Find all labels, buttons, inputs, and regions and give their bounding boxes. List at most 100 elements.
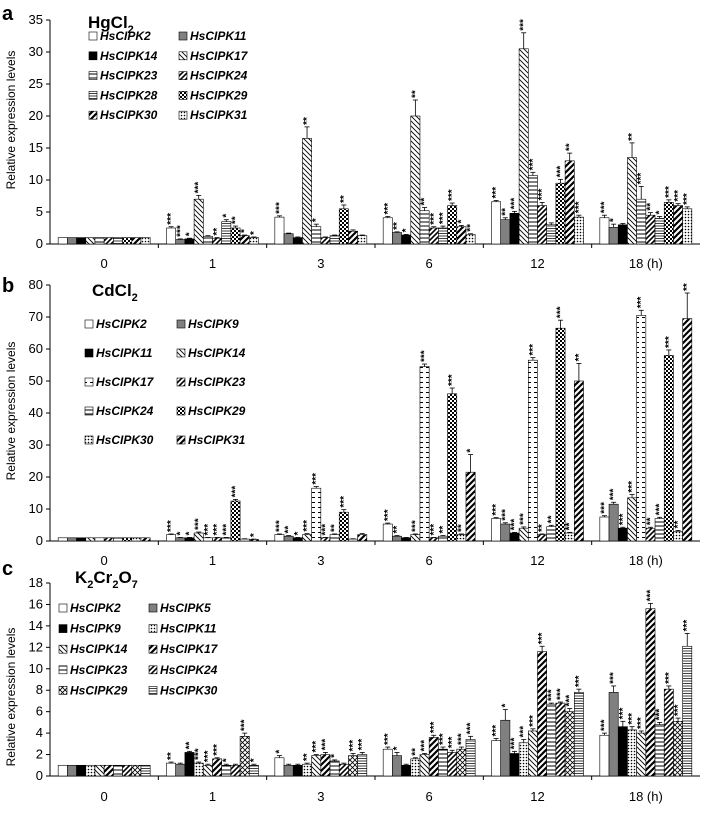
significance-label: ** xyxy=(339,195,350,203)
significance-label: *** xyxy=(655,709,666,721)
significance-label: ** xyxy=(392,222,403,230)
bar-HsCIPK31-0 xyxy=(140,237,151,245)
bar-HsCIPK9-0 xyxy=(76,764,87,777)
significance-label: *** xyxy=(491,504,502,516)
bar-HsCIPK29-0 xyxy=(122,237,133,245)
bar-HsCIPK14-2 xyxy=(292,237,303,245)
panel-title-a-sub: 2 xyxy=(128,24,134,36)
bar-HsCIPK31-0 xyxy=(140,537,151,542)
bar-HsCIPK14-4 xyxy=(509,212,520,245)
significance-label: *** xyxy=(599,201,610,213)
bar-HsCIPK30-3 xyxy=(465,739,476,777)
bar-HsCIPK14-2 xyxy=(311,755,322,777)
bar-HsCIPK14-0 xyxy=(85,537,96,542)
y-tick-label: 80 xyxy=(29,277,43,292)
legend-label-HsCIPK29: HsCIPK29 xyxy=(190,88,248,102)
significance-label: *** xyxy=(682,620,693,632)
legend-label-HsCIPK31: HsCIPK31 xyxy=(190,108,248,122)
bar-HsCIPK14-3 xyxy=(401,234,412,245)
significance-label: * xyxy=(311,218,322,222)
bar-HsCIPK23-1 xyxy=(212,537,222,542)
legend-swatch-HsCIPK14 xyxy=(88,51,98,61)
legend-swatch-HsCIPK31 xyxy=(178,110,188,120)
significance-label: *** xyxy=(383,733,394,745)
bar-HsCIPK30-5 xyxy=(673,531,683,542)
ylabel-a: Relative expression levels xyxy=(4,51,18,190)
x-tick-label: 12 xyxy=(530,789,544,804)
legend-label-HsCIPK2: HsCIPK2 xyxy=(70,601,121,615)
significance-label: * xyxy=(609,218,620,222)
bar-HsCIPK23-0 xyxy=(94,237,105,245)
significance-label: ** xyxy=(546,515,557,523)
bar-HsCIPK30-3 xyxy=(456,534,467,542)
x-tick-label: 12 xyxy=(530,256,544,271)
y-tick-label: 8 xyxy=(36,682,43,697)
legend-swatch-HsCIPK11 xyxy=(84,348,94,358)
significance-label: *** xyxy=(618,708,629,720)
y-tick-label: 14 xyxy=(29,618,43,633)
bar-HsCIPK23-2 xyxy=(320,537,331,542)
significance-label: ** xyxy=(537,524,548,532)
significance-label: ** xyxy=(410,748,421,756)
y-tick-label: 6 xyxy=(36,704,43,719)
significance-label: *** xyxy=(240,719,251,731)
x-tick-label: 3 xyxy=(317,256,324,271)
panel-title-c-sub2: 2 xyxy=(112,579,118,591)
significance-label: *** xyxy=(510,519,521,531)
y-tick-label: 2 xyxy=(36,747,43,762)
bar-HsCIPK17-5 xyxy=(627,157,637,245)
significance-label: *** xyxy=(500,509,511,521)
legend-label-HsCIPK11: HsCIPK11 xyxy=(190,29,247,43)
significance-label: *** xyxy=(320,739,331,751)
significance-label: * xyxy=(392,746,403,750)
bar-HsCIPK14-5 xyxy=(627,497,637,542)
legend-label-HsCIPK30: HsCIPK30 xyxy=(96,433,154,447)
bar-HsCIPK29-0 xyxy=(131,764,142,777)
bar-HsCIPK23-2 xyxy=(329,760,340,777)
bar-HsCIPK11-4 xyxy=(509,532,520,542)
legend-label-HsCIPK28: HsCIPK28 xyxy=(100,88,158,102)
legend-label-HsCIPK23: HsCIPK23 xyxy=(188,375,246,389)
significance-label: *** xyxy=(537,632,548,644)
bar-HsCIPK30-5 xyxy=(673,205,683,245)
bar-HsCIPK2-3 xyxy=(382,748,393,777)
legend-swatch-HsCIPK29 xyxy=(58,686,68,695)
y-tick-label: 10 xyxy=(29,172,43,187)
significance-label: *** xyxy=(574,201,585,213)
bar-HsCIPK11-1 xyxy=(175,239,186,245)
significance-label: *** xyxy=(546,689,557,701)
bar-HsCIPK14-3 xyxy=(419,754,430,777)
bar-HsCIPK24-2 xyxy=(320,237,331,245)
significance-label: *** xyxy=(203,524,214,536)
significance-label: *** xyxy=(664,672,675,684)
bar-HsCIPK30-2 xyxy=(357,754,368,777)
x-tick-label: 6 xyxy=(426,256,433,271)
legend-label-HsCIPK24: HsCIPK24 xyxy=(160,663,218,677)
y-tick-label: 20 xyxy=(29,108,43,123)
significance-label: ** xyxy=(645,517,656,525)
bar-HsCIPK5-2 xyxy=(283,764,294,777)
legend-label-HsCIPK17: HsCIPK17 xyxy=(160,642,219,656)
y-tick-label: 10 xyxy=(29,501,43,516)
significance-label: * xyxy=(655,210,666,214)
bar-HsCIPK9-5 xyxy=(617,726,628,777)
bar-HsCIPK29-5 xyxy=(663,202,674,245)
panel-title-b-sub: 2 xyxy=(132,292,138,304)
y-tick-label: 70 xyxy=(29,309,43,324)
panel-title-c-k: K xyxy=(75,568,88,587)
significance-label: *** xyxy=(311,473,322,485)
legend-swatch-HsCIPK17 xyxy=(148,644,158,654)
significance-label: *** xyxy=(166,520,177,532)
bar-HsCIPK2-0 xyxy=(57,764,68,777)
significance-label: *** xyxy=(429,721,440,733)
x-tick-label: 0 xyxy=(101,789,108,804)
bar-HsCIPK30-2 xyxy=(348,538,358,542)
legend-swatch-HsCIPK24 xyxy=(148,665,158,675)
significance-label: * xyxy=(240,229,251,233)
bar-HsCIPK24-4 xyxy=(555,702,566,777)
legend-label-HsCIPK29: HsCIPK29 xyxy=(70,683,128,697)
significance-label: *** xyxy=(320,524,331,536)
bar-HsCIPK30-2 xyxy=(348,230,358,245)
significance-label: *** xyxy=(609,488,620,500)
bar-HsCIPK24-3 xyxy=(438,535,448,542)
